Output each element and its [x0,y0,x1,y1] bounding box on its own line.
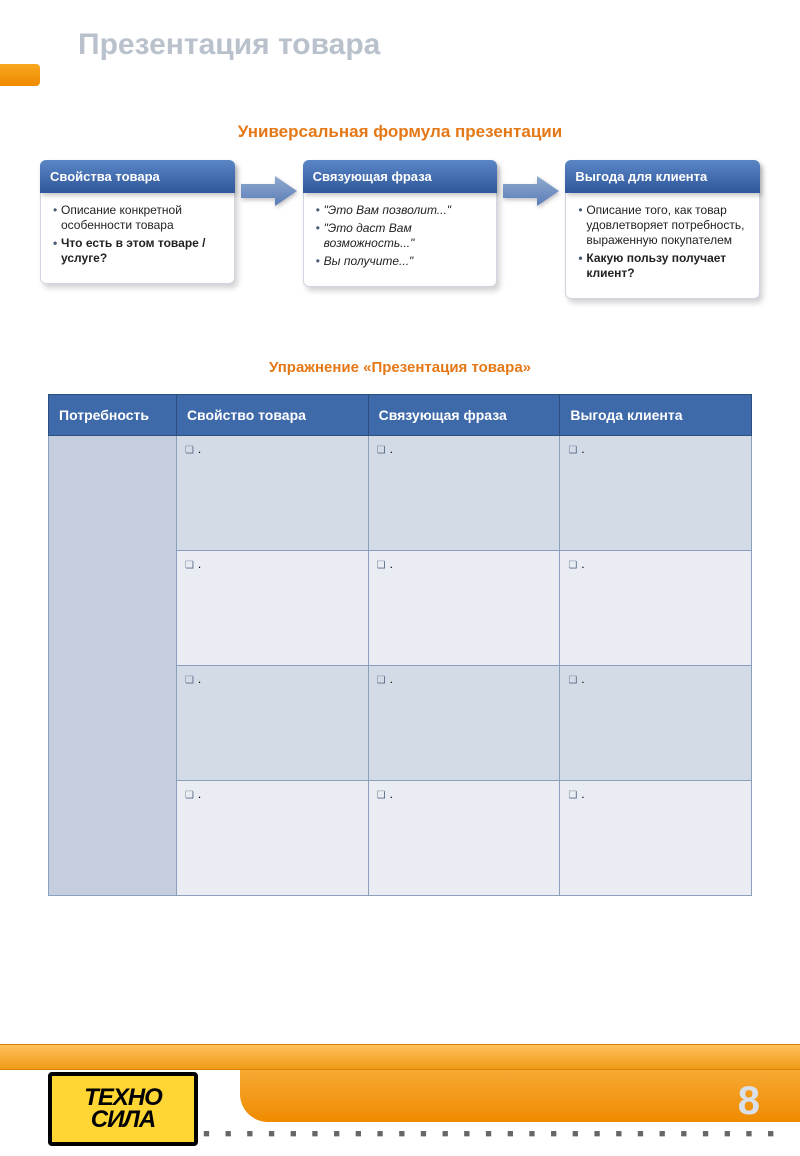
table-cell: . [176,666,368,781]
bullet-icon: . [568,672,584,686]
card-item: Описание конкретной особенности товара [53,203,226,233]
card-header: Выгода для клиента [565,160,760,193]
table-header-cell: Связующая фраза [368,395,560,436]
bullet-icon: . [568,557,584,571]
bullet-icon: . [568,442,584,456]
bullet-icon: . [377,442,393,456]
page-title: Презентация товара [0,0,800,62]
footer-curve [240,1070,800,1122]
table-cell: . [176,551,368,666]
formula-card: Выгода для клиента Описание того, как тов… [565,160,760,299]
table-body: ............ [49,436,752,896]
card-item: Описание того, как товар удовлетворяет п… [578,203,751,248]
table-cell: . [368,781,560,896]
bullet-icon: . [377,557,393,571]
card-item: Какую пользу получает клиент? [578,251,751,281]
card-header: Свойства товара [40,160,235,193]
table-cell: . [560,551,752,666]
table-row: ... [49,436,752,551]
need-cell [49,436,177,896]
table-header-row: ПотребностьСвойство товараСвязующая фраз… [49,395,752,436]
exercise-table: ПотребностьСвойство товараСвязующая фраз… [48,394,752,896]
table-cell: . [560,436,752,551]
formula-card: Связующая фраза"Это Вам позволит...""Это… [303,160,498,287]
bullet-icon: . [377,672,393,686]
logo-line2: СИЛА [91,1109,155,1131]
header-accent-bar [0,64,40,86]
exercise-title: Упражнение «Презентация товара» [0,359,800,376]
card-body: Описание конкретной особенности товараЧт… [41,193,234,283]
footer-bar-top [0,1044,800,1070]
bullet-icon: . [377,787,393,801]
card-item: "Это Вам позволит..." [316,203,489,218]
table-cell: . [176,436,368,551]
card-item: "Это даст Вам возможность..." [316,221,489,251]
table-cell: . [368,666,560,781]
card-body: Описание того, как товар удовлетворяет п… [566,193,759,298]
footer: ■ ■ ■ ■ ■ ■ ■ ■ ■ ■ ■ ■ ■ ■ ■ ■ ■ ■ ■ ■ … [0,1044,800,1156]
table-header-cell: Выгода клиента [560,395,752,436]
arrow-icon [503,176,559,206]
arrow-icon [241,176,297,206]
table-cell: . [560,666,752,781]
card-item: Что есть в этом товаре /услуге? [53,236,226,266]
table-header-cell: Свойство товара [176,395,368,436]
bullet-icon: . [185,787,201,801]
table-cell: . [368,436,560,551]
formula-card: Свойства товараОписание конкретной особе… [40,160,235,284]
formula-row: Свойства товараОписание конкретной особе… [0,160,800,299]
card-item: Вы получите..." [316,254,489,269]
bullet-icon: . [568,787,584,801]
logo-tekhnosila: ТЕХНО СИЛА [48,1072,198,1146]
formula-subtitle: Универсальная формула презентации [0,122,800,142]
footer-dots: ■ ■ ■ ■ ■ ■ ■ ■ ■ ■ ■ ■ ■ ■ ■ ■ ■ ■ ■ ■ … [138,1128,780,1140]
table-header-cell: Потребность [49,395,177,436]
card-header: Связующая фраза [303,160,498,193]
table-cell: . [560,781,752,896]
card-body: "Это Вам позволит..." "Это даст Вам возмо… [304,193,497,286]
table-cell: . [176,781,368,896]
bullet-icon: . [185,442,201,456]
bullet-icon: . [185,557,201,571]
table-cell: . [368,551,560,666]
page-number: 8 [738,1079,760,1124]
bullet-icon: . [185,672,201,686]
